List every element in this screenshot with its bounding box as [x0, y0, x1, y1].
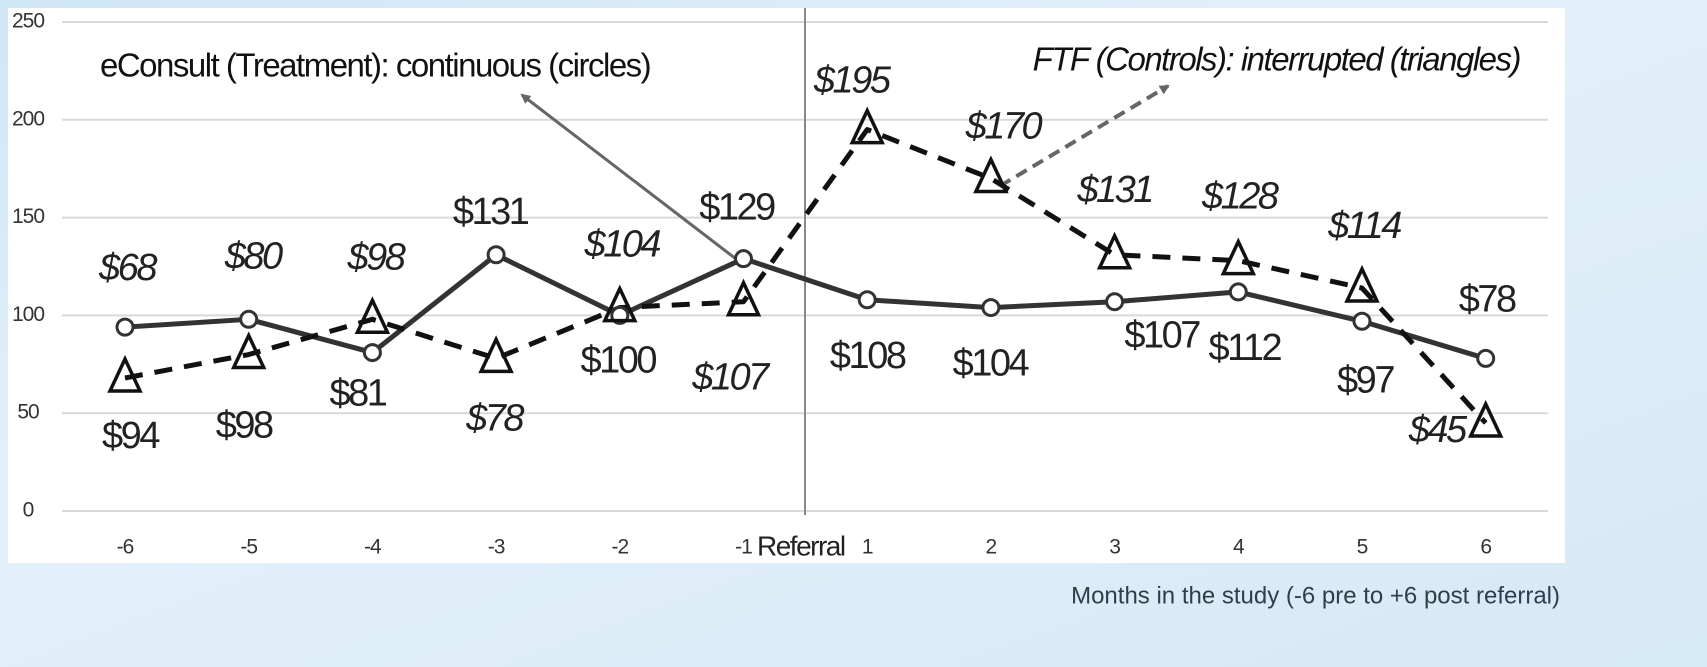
data-label: $68 — [98, 247, 157, 289]
data-label: $94 — [102, 415, 160, 457]
legend-ftf: FTF (Controls): interrupted (triangles) — [1033, 41, 1521, 78]
plot-background — [8, 8, 1565, 563]
x-tick-label: -3 — [488, 536, 505, 559]
point — [1344, 264, 1380, 303]
data-label: $129 — [699, 187, 775, 229]
data-label: $78 — [465, 397, 524, 439]
point — [1220, 237, 1257, 276]
y-tick-label: 100 — [12, 303, 44, 326]
x-tick-label: -2 — [611, 536, 628, 559]
data-label: $131 — [453, 191, 529, 233]
y-tick-label: 150 — [12, 205, 44, 228]
point — [362, 343, 382, 363]
point — [354, 296, 391, 335]
point — [981, 298, 1001, 318]
point — [115, 317, 135, 337]
x-tick-label: -4 — [364, 536, 382, 559]
x-tick-label: 2 — [986, 536, 997, 559]
x-axis-label: Months in the study (-6 pre to +6 post r… — [1071, 582, 1560, 609]
data-label: $114 — [1327, 205, 1401, 247]
data-label: $81 — [329, 373, 386, 415]
data-label: $80 — [224, 236, 283, 278]
data-label: $98 — [216, 404, 273, 446]
legend-econsult: eConsult (Treatment): continuous (circle… — [100, 47, 650, 84]
referral-label: Referral — [757, 530, 845, 561]
point — [486, 245, 506, 265]
data-label: $104 — [584, 224, 661, 266]
point — [734, 249, 753, 269]
point — [849, 106, 885, 145]
point — [973, 155, 1009, 194]
data-label: $97 — [1337, 359, 1394, 401]
legend-arrow — [998, 84, 1170, 188]
point — [1096, 231, 1133, 270]
point — [107, 354, 143, 393]
data-label: $131 — [1076, 169, 1152, 211]
y-tick-label: 200 — [12, 107, 44, 130]
x-tick-label: 3 — [1109, 536, 1120, 559]
data-label: $112 — [1208, 327, 1281, 369]
point — [1476, 348, 1496, 368]
x-tick-label: 1 — [862, 536, 873, 559]
legend-arrow — [520, 93, 741, 264]
data-label: $108 — [830, 335, 906, 377]
point — [1352, 311, 1372, 331]
point — [857, 290, 877, 310]
x-tick-label: -1 — [735, 536, 752, 559]
point — [230, 331, 267, 370]
x-tick-label: -5 — [240, 536, 257, 559]
series-line — [124, 252, 1487, 361]
point — [725, 278, 762, 317]
data-label: $128 — [1201, 176, 1279, 218]
point — [1228, 282, 1248, 302]
point — [239, 309, 259, 329]
series-line — [124, 127, 1488, 425]
data-label: $107 — [691, 357, 771, 399]
point — [1467, 399, 1504, 438]
y-tick-label: 50 — [17, 401, 39, 424]
data-label: $195 — [813, 60, 892, 102]
x-tick-label: 6 — [1480, 536, 1491, 559]
x-tick-label: -6 — [117, 536, 134, 559]
x-tick-label: 4 — [1233, 536, 1245, 559]
data-label: $45 — [1408, 409, 1468, 451]
data-label: $104 — [953, 343, 1030, 385]
data-label: $170 — [965, 106, 1043, 148]
point — [1105, 292, 1125, 312]
y-tick-label: 0 — [23, 499, 34, 522]
point — [478, 335, 514, 374]
data-label: $98 — [346, 236, 405, 278]
y-tick-label: 250 — [12, 10, 44, 33]
point — [602, 284, 638, 323]
data-label: $78 — [1459, 278, 1516, 320]
data-label: $107 — [1124, 315, 1200, 357]
data-label: $100 — [581, 339, 657, 381]
x-tick-label: 5 — [1357, 536, 1368, 559]
